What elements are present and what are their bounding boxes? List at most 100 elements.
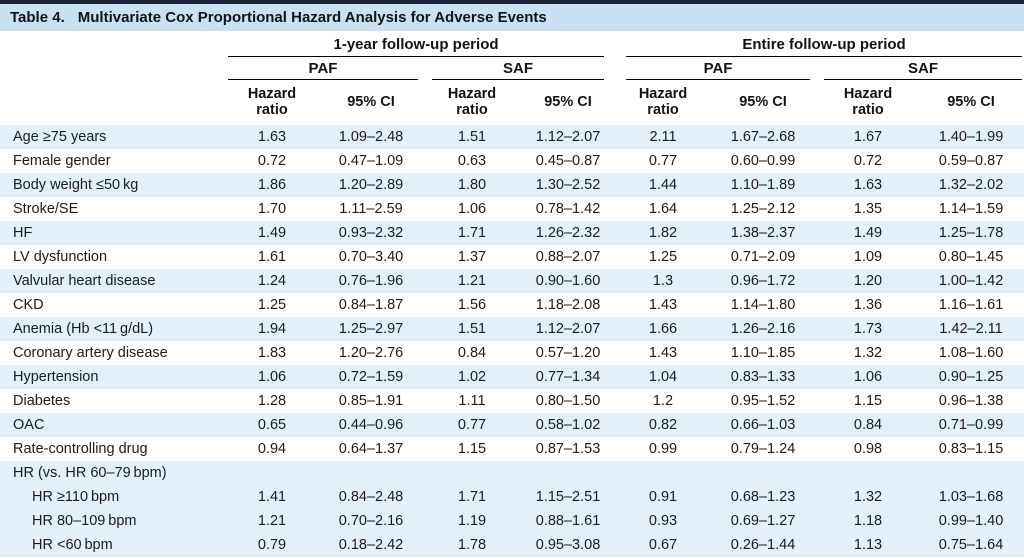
ci-value: 0.80–1.45: [938, 249, 1004, 266]
hazard-ratio-value: 1.51: [457, 321, 487, 338]
hazard-ratio-value: 2.11: [649, 129, 677, 146]
row-label: Diabetes: [13, 393, 71, 410]
ci-value: 1.38–2.37: [730, 225, 796, 242]
ci-value: 0.78–1.42: [535, 201, 601, 218]
ci-header: 95% CI: [947, 94, 995, 111]
subgroup-saf-1year-label: SAF: [432, 57, 605, 80]
ci-value: 1.10–1.89: [730, 177, 796, 194]
hazard-ratio-value: 1.18: [853, 513, 883, 530]
hazard-ratio-value: 1.37: [457, 249, 487, 266]
ci-header: 95% CI: [544, 94, 592, 111]
ci-value: 0.69–1.27: [730, 513, 796, 530]
ci-header: 95% CI: [739, 94, 787, 111]
table-row: Female gender 0.72 0.47–1.09 0.63 0.45–0.87 0…: [0, 149, 1024, 173]
ci-value: 0.45–0.87: [535, 153, 601, 170]
ci-value: [518, 461, 618, 485]
subgroup-paf-entire-label: PAF: [626, 57, 811, 80]
hazard-ratio-value: 1.80: [457, 177, 487, 194]
ci-value: 1.25–2.12: [730, 201, 796, 218]
row-label: OAC: [13, 417, 45, 434]
hazard-ratio-value: [228, 461, 316, 485]
hazard-ratio-value: 0.72: [853, 153, 883, 170]
hazard-ratio-value: 1.94: [257, 321, 287, 338]
hazard-ratio-value: 0.84: [853, 417, 883, 434]
table-row: Coronary artery disease 1.83 1.20–2.76 0.84…: [0, 341, 1024, 365]
header-period-row: 1-year follow-up period Entire follow-up…: [0, 31, 1024, 57]
ci-value: 1.16–1.61: [938, 297, 1004, 314]
ci-value: 1.12–2.07: [535, 129, 601, 146]
table-number: Table 4.: [10, 9, 65, 26]
hazard-ratio-value: 1.67: [853, 129, 883, 146]
hazard-ratio-value: 0.91: [648, 489, 678, 506]
table-row: CKD 1.25 0.84–1.87 1.56 1.18–2.08 1.43 1.14–1.…: [0, 293, 1024, 317]
hazard-ratio-value: 0.63: [457, 153, 487, 170]
hazard-ratio-value: 1.56: [457, 297, 487, 314]
ci-value: 0.58–1.02: [535, 417, 601, 434]
hazard-ratio-value: 0.94: [257, 441, 287, 458]
hazard-ratio-value: 1.64: [648, 201, 678, 218]
ci-value: 1.10–1.85: [730, 345, 796, 362]
hazard-ratio-value: 1.49: [853, 225, 883, 242]
ci-value: 0.57–1.20: [535, 345, 601, 362]
ci-value: 0.71–0.99: [938, 417, 1004, 434]
ci-value: 0.84–2.48: [338, 489, 404, 506]
hazard-ratio-value: 0.77: [648, 153, 678, 170]
ci-value: 1.09–2.48: [338, 129, 404, 146]
hazard-ratio-value: 1.51: [457, 129, 487, 146]
hazard-ratio-value: 1.83: [257, 345, 287, 362]
hazard-ratio-header: Hazard ratio: [247, 86, 297, 119]
ci-value: 1.42–2.11: [939, 321, 1003, 338]
ci-value: [316, 461, 426, 485]
ci-value: 0.83–1.33: [730, 369, 796, 386]
row-label: Rate-controlling drug: [13, 441, 148, 458]
hazard-ratio-value: 1.06: [853, 369, 883, 386]
subgroup-saf-entire-label: SAF: [824, 57, 1023, 80]
ci-value: 1.00–1.42: [938, 273, 1004, 290]
ci-value: 1.08–1.60: [938, 345, 1004, 362]
hazard-ratio-value: 1.73: [853, 321, 883, 338]
hazard-ratio-value: 1.63: [257, 129, 287, 146]
ci-value: 0.59–0.87: [938, 153, 1004, 170]
hazard-ratio-value: [618, 461, 708, 485]
col-group-1year-label: 1-year follow-up period: [228, 36, 605, 57]
hazard-ratio-value: 1.82: [648, 225, 678, 242]
hazard-ratio-value: 1.06: [457, 201, 487, 218]
ci-value: 1.32–2.02: [938, 177, 1004, 194]
ci-value: 0.66–1.03: [730, 417, 796, 434]
hazard-ratio-value: 1.70: [257, 201, 287, 218]
table-title: Multivariate Cox Proportional Hazard Ana…: [77, 9, 547, 26]
ci-value: 0.84–1.87: [338, 297, 404, 314]
ci-value: 0.95–1.52: [730, 393, 796, 410]
ci-value: 1.25–1.78: [938, 225, 1004, 242]
row-label: Age ≥75 years: [13, 129, 107, 146]
ci-value: 1.14–1.59: [938, 201, 1004, 218]
header-af-row: PAF SAF PAF SAF: [0, 57, 1024, 80]
ci-value: 1.03–1.68: [938, 489, 1004, 506]
ci-value: 0.72–1.59: [338, 369, 404, 386]
hazard-ratio-value: 1.04: [648, 369, 678, 386]
hazard-ratio-header: Hazard ratio: [843, 86, 893, 119]
row-label: Valvular heart disease: [13, 273, 156, 290]
col-group-entire-label: Entire follow-up period: [626, 36, 1023, 57]
row-label: Coronary artery disease: [13, 345, 168, 362]
row-label: CKD: [13, 297, 44, 314]
row-label: Female gender: [13, 153, 111, 170]
hazard-ratio-value: 0.72: [257, 153, 287, 170]
ci-value: 1.25–2.97: [338, 321, 404, 338]
hazard-ratio-value: 1.43: [648, 297, 678, 314]
ci-value: 1.11–2.59: [339, 201, 403, 218]
hazard-ratio-value: 0.98: [853, 441, 883, 458]
ci-value: 0.76–1.96: [338, 273, 404, 290]
hazard-ratio-value: 1.21: [457, 273, 487, 290]
hazard-ratio-value: 0.65: [257, 417, 287, 434]
hazard-ratio-value: 0.84: [457, 345, 487, 362]
subgroup-saf-1year: SAF: [426, 57, 618, 80]
hazard-ratio-value: 1.25: [257, 297, 287, 314]
hazard-ratio-value: 1.63: [853, 177, 883, 194]
hazard-ratio-value: 1.86: [257, 177, 287, 194]
ci-value: 0.79–1.24: [730, 441, 796, 458]
hazard-ratio-value: 1.13: [853, 537, 883, 554]
ci-value: 1.26–2.16: [730, 321, 796, 338]
ci-value: 0.99–1.40: [938, 513, 1004, 530]
ci-value: 1.18–2.08: [535, 297, 601, 314]
